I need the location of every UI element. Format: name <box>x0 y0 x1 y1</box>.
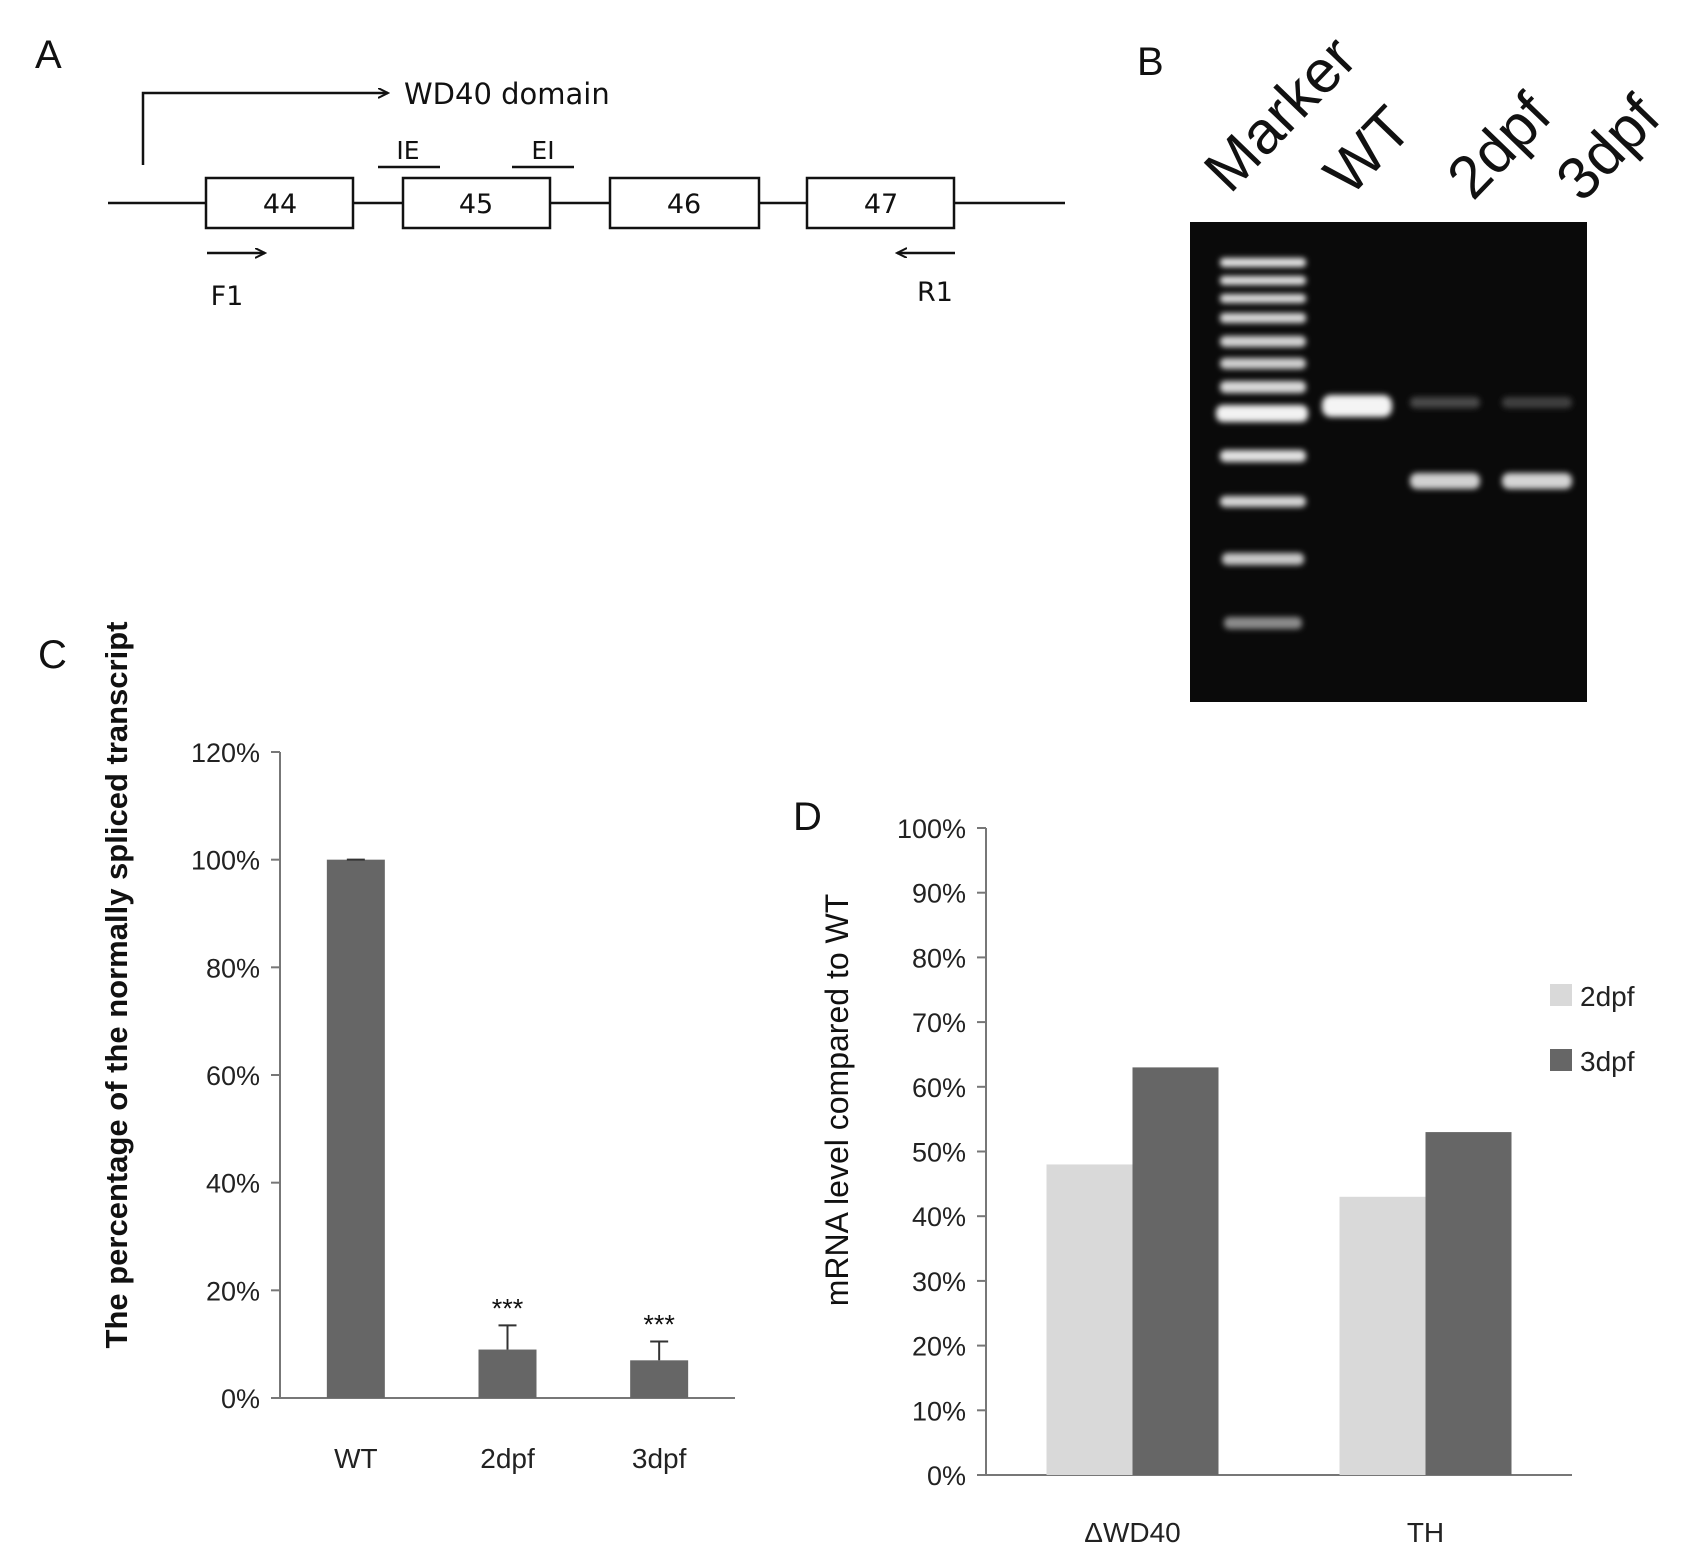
chart-d-legend-label: 2dpf <box>1580 981 1635 1012</box>
chart-d-bar <box>1425 1132 1512 1475</box>
gel-band-wt <box>1322 395 1392 417</box>
exon-45-label: 45 <box>459 189 493 220</box>
exon-46: 46 <box>608 176 761 230</box>
primer-r1-label: R1 <box>917 277 953 308</box>
chart-c: 0% 20% 40% 60% 80% 100% 120% WT *** 2dpf *** 3dpf <box>191 738 735 1474</box>
probe-ei-label: EI <box>531 136 554 165</box>
exon-46-label: 46 <box>667 189 701 220</box>
chart-d-legend-label: 3dpf <box>1580 1046 1635 1077</box>
exon-44: 44 <box>204 176 355 230</box>
panel-b-letter: B <box>1137 40 1164 84</box>
chart-c-ytick-label: 100% <box>191 846 260 876</box>
chart-d-ytick-label: 80% <box>912 943 966 973</box>
gel-lane-label-3dpf: 3dpf <box>1543 82 1673 213</box>
panel-b: B Marker WT 2dpf 3dpf <box>1137 23 1673 702</box>
gel-band-3dpf-lower <box>1502 473 1572 489</box>
chart-d-legend-swatch <box>1550 1049 1572 1071</box>
chart-d-ytick-label: 20% <box>912 1332 966 1362</box>
chart-c-ytick-label: 120% <box>191 738 260 768</box>
probe-ie-label: IE <box>396 136 419 165</box>
gel-band-2dpf-upper <box>1410 397 1480 408</box>
exon-47-label: 47 <box>864 189 898 220</box>
chart-c-ytick-label: 40% <box>206 1169 260 1199</box>
chart-c-bar <box>478 1349 537 1398</box>
chart-d-ylabel: mRNA level compared to WT <box>819 894 855 1307</box>
chart-c-ytick-label: 0% <box>221 1384 260 1414</box>
chart-c-bar <box>630 1360 689 1398</box>
chart-d-category-label: ΔWD40 <box>1084 1517 1181 1548</box>
chart-d-ytick-label: 50% <box>912 1138 966 1168</box>
chart-d: 0% 10% 20% 30% 40% 50% 60% 70% 80% 90% 100% ΔWD40 TH… <box>897 814 1635 1548</box>
chart-c-category-label: WT <box>334 1443 378 1474</box>
exon-44-label: 44 <box>263 189 297 220</box>
chart-d-bar <box>1339 1196 1426 1475</box>
chart-c-category-label: 2dpf <box>480 1443 535 1474</box>
panel-c-letter: C <box>38 633 67 677</box>
chart-d-ytick-label: 60% <box>912 1073 966 1103</box>
chart-c-ytick-label: 60% <box>206 1061 260 1091</box>
panel-a-letter: A <box>35 33 62 77</box>
exon-47: 47 <box>805 176 956 230</box>
chart-c-significance: *** <box>643 1309 675 1339</box>
wd40-domain-label: WD40 domain <box>404 77 610 111</box>
chart-d-legend-swatch <box>1550 984 1572 1006</box>
wd40-domain-arrow <box>141 93 388 165</box>
chart-d-category-label: TH <box>1407 1517 1444 1548</box>
panel-c: C The percentage of the normally spliced… <box>38 622 735 1474</box>
chart-d-bar <box>1132 1067 1219 1475</box>
chart-c-ylabel: The percentage of the normally spliced t… <box>99 622 134 1349</box>
panel-d: D mRNA level compared to WT 0% 10% 20% 30% 4… <box>793 795 1635 1548</box>
chart-d-bar <box>1046 1164 1133 1475</box>
exon-45: 45 <box>401 176 552 230</box>
chart-c-category-label: 3dpf <box>632 1443 687 1474</box>
gel-marker-lane <box>1216 258 1308 629</box>
panel-d-letter: D <box>793 795 822 839</box>
chart-d-ytick-label: 30% <box>912 1267 966 1297</box>
primer-f1-label: F1 <box>211 281 244 312</box>
gel-band-2dpf-lower <box>1410 473 1480 489</box>
chart-d-ytick-label: 90% <box>912 879 966 909</box>
gel-band-3dpf-upper <box>1502 397 1572 408</box>
panel-a: A WD40 domain IE EI 44 45 46 47 F1 <box>35 33 1065 312</box>
chart-c-ytick-label: 80% <box>206 953 260 983</box>
chart-d-ytick-label: 0% <box>927 1461 966 1491</box>
chart-d-ytick-label: 70% <box>912 1008 966 1038</box>
chart-c-significance: *** <box>492 1293 524 1323</box>
chart-c-ytick-label: 20% <box>206 1276 260 1306</box>
chart-c-bar <box>326 859 385 1398</box>
chart-d-ytick-label: 10% <box>912 1396 966 1426</box>
chart-d-ytick-label: 40% <box>912 1202 966 1232</box>
chart-d-ytick-label: 100% <box>897 814 966 844</box>
gel-lane-label-2dpf: 2dpf <box>1434 80 1564 211</box>
